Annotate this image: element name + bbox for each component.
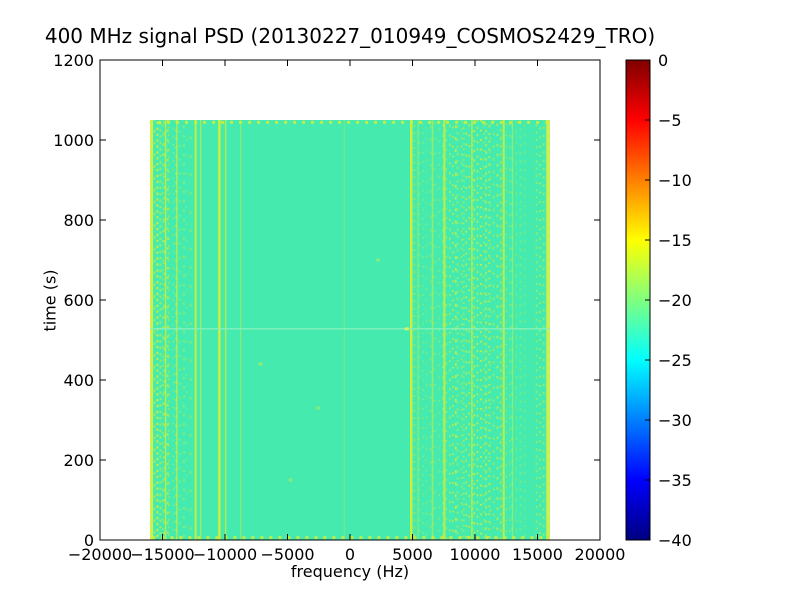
colorbar-tick-label: 0 <box>658 51 669 70</box>
colorbar-tick-label: −30 <box>658 411 692 430</box>
y-tick-label: 1200 <box>53 51 94 70</box>
colorbar-tick-label: −40 <box>658 531 692 550</box>
speck <box>258 362 263 366</box>
x-tick-label: 15000 <box>512 545 563 564</box>
x-tick-label: 20000 <box>574 545 626 564</box>
colorbar-tick-label: −20 <box>658 291 692 310</box>
colorbar-tick-label: −15 <box>658 231 692 250</box>
y-tick-label: 1000 <box>53 131 94 150</box>
edge-column <box>150 120 154 540</box>
speck <box>288 478 293 482</box>
edge-column <box>546 120 550 540</box>
heatmap-base <box>150 120 550 540</box>
x-tick-label: 10000 <box>449 545 501 564</box>
plot-title: 400 MHz signal PSD (20130227_010949_COSM… <box>44 24 656 48</box>
y-tick-label: 600 <box>63 291 94 310</box>
colorbar-tick-label: −10 <box>658 171 692 190</box>
y-tick-label: 400 <box>63 371 94 390</box>
y-tick-label: 200 <box>63 451 94 470</box>
x-tick-label: −5000 <box>260 545 315 564</box>
colorbar-tick-label: −25 <box>658 351 692 370</box>
speck <box>404 327 409 331</box>
x-tick-label: −20000 <box>67 545 133 564</box>
colorbar-tick-label: −35 <box>658 471 692 490</box>
x-tick-label: −10000 <box>192 545 258 564</box>
y-tick-label: 0 <box>83 531 94 550</box>
x-tick-label: −15000 <box>130 545 195 564</box>
x-tick-label: 5000 <box>392 545 433 564</box>
x-axis-label: frequency (Hz) <box>290 562 410 581</box>
x-tick-label: 0 <box>344 545 356 564</box>
speck <box>316 406 320 410</box>
speck <box>376 258 380 262</box>
y-tick-label: 800 <box>63 211 94 230</box>
colorbar-tick-label: −5 <box>658 111 682 130</box>
